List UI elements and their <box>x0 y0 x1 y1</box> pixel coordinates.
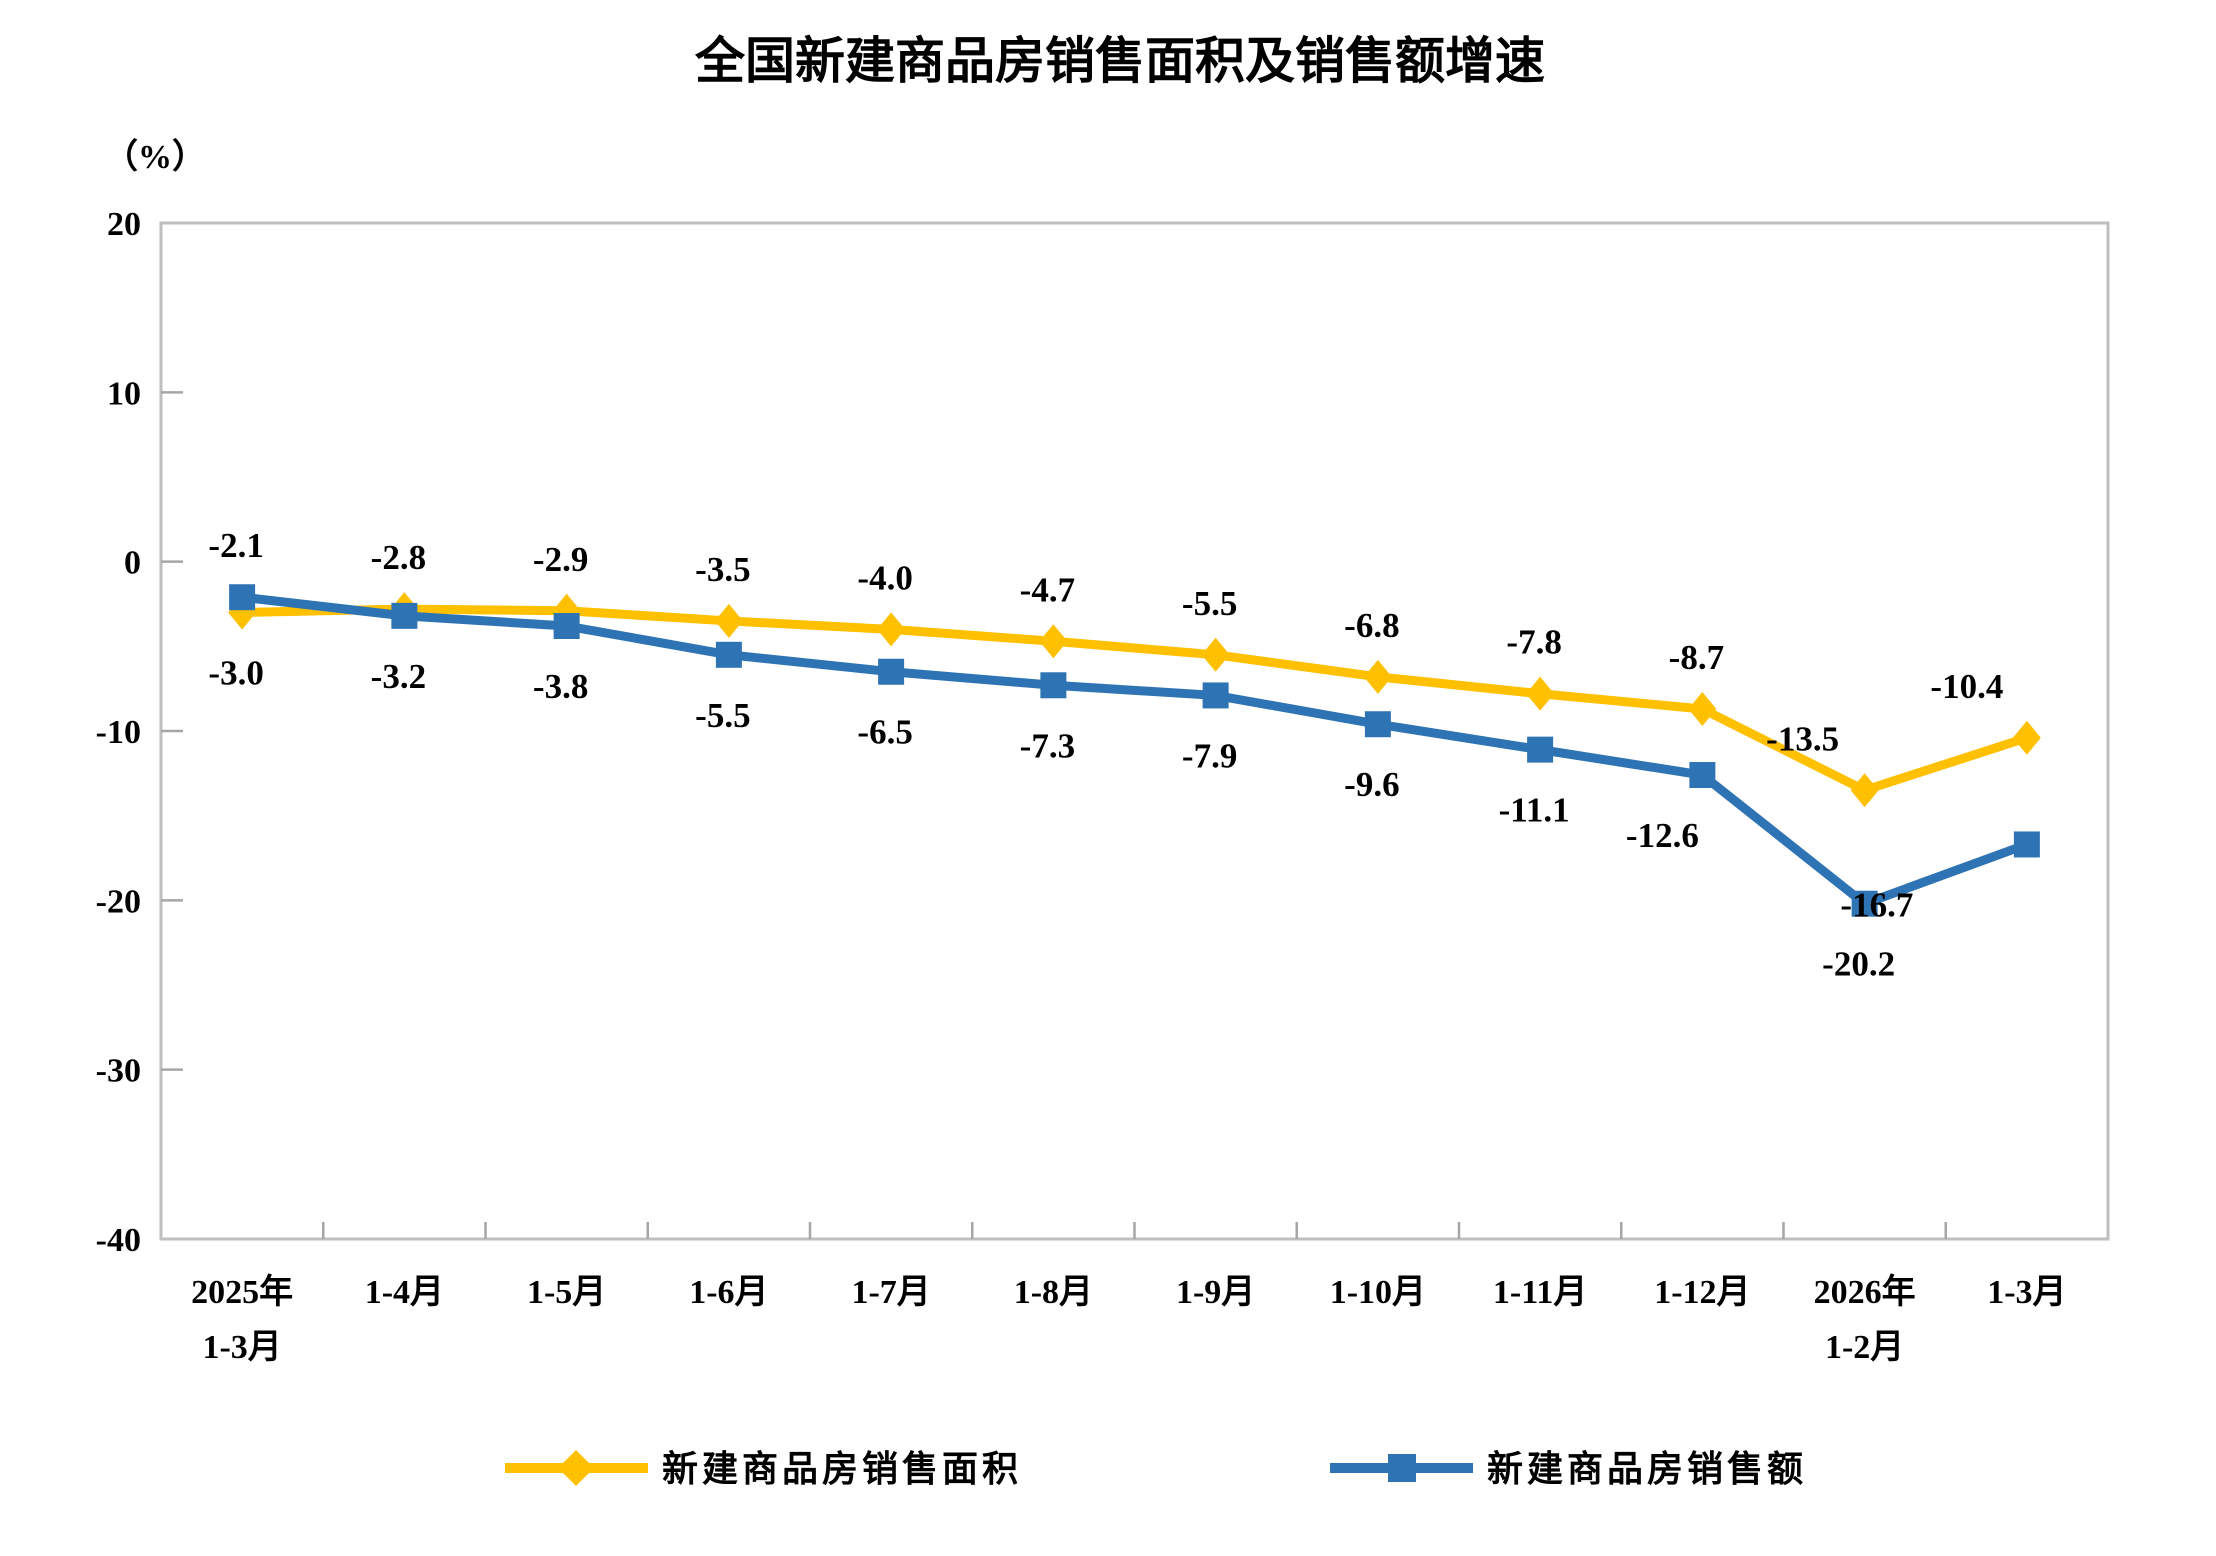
y-axis-labels: 20 10 0 -10 -20 -30 -40 <box>96 206 141 1259</box>
data-point-square <box>1202 682 1229 709</box>
data-label: -13.5 <box>1766 719 1839 758</box>
x-category-label: 1-12月 <box>1654 1274 1750 1311</box>
data-label: -6.5 <box>857 713 912 752</box>
y-tick-label: 20 <box>107 206 141 243</box>
y-tick-label: -30 <box>96 1053 141 1090</box>
x-category-label: 2026年 1-2月 <box>1814 1273 1916 1366</box>
y-tick-label: 10 <box>107 375 141 412</box>
y-tick-label: 0 <box>124 545 141 582</box>
data-label: -10.4 <box>1930 667 2003 706</box>
data-label: -7.3 <box>1020 726 1075 765</box>
x-category-label: 2025年 1-3月 <box>191 1273 293 1366</box>
data-label: -2.8 <box>371 538 426 577</box>
x-category-label: 1-7月 <box>851 1274 930 1311</box>
series-line-sales-amount <box>241 592 2029 909</box>
data-point-diamond <box>1526 676 1555 711</box>
data-point-diamond <box>877 612 906 647</box>
data-label: -3.5 <box>695 550 750 589</box>
x-category-label: 1-11月 <box>1493 1274 1587 1311</box>
x-category-label: 1-4月 <box>365 1274 444 1311</box>
data-point-diamond <box>2012 720 2041 755</box>
data-point-diamond <box>1688 691 1717 726</box>
square-icon <box>1388 1454 1416 1482</box>
data-label: -9.6 <box>1344 765 1399 804</box>
x-axis-labels: 2025年 1-3月 1-4月 1-5月 1-6月 1-7月 1-8月 1-9月 1-10月 1-… <box>191 1273 2066 1366</box>
y-axis-unit-label: （%） <box>104 137 206 176</box>
data-label: -16.7 <box>1840 885 1913 924</box>
y-tick-label: -40 <box>96 1222 141 1259</box>
x-axis-ticks <box>322 1222 1947 1239</box>
data-label: -7.8 <box>1506 623 1561 662</box>
series-line-sales-area <box>242 604 2029 795</box>
data-label: -6.8 <box>1344 606 1399 645</box>
x-category-label: 1-8月 <box>1014 1274 1093 1311</box>
data-label: -4.7 <box>1020 570 1075 609</box>
legend-label-sales-amount: 新建商品房销售额 <box>1487 1449 1807 1489</box>
series-lines <box>241 592 2029 909</box>
data-point-square <box>878 658 905 685</box>
y-tick-label: -20 <box>96 883 141 920</box>
data-label: -7.9 <box>1182 736 1237 775</box>
data-label: -3.8 <box>533 667 588 706</box>
data-point-diamond <box>714 603 743 638</box>
x-category-label: 1-6月 <box>689 1274 768 1311</box>
diamond-icon <box>558 1450 594 1486</box>
data-point-square <box>1364 711 1391 738</box>
data-label: -2.9 <box>533 540 588 579</box>
data-point-square <box>715 641 742 668</box>
data-point-square <box>2013 831 2040 858</box>
legend-item-sales-amount: 新建商品房销售额 <box>1330 1449 1807 1489</box>
data-point-square <box>229 584 256 611</box>
x-category-label: 1-3月 <box>1987 1274 2066 1311</box>
data-point-diamond <box>1850 773 1879 808</box>
legend-item-sales-area: 新建商品房销售面积 <box>505 1449 1022 1489</box>
legend: 新建商品房销售面积 新建商品房销售额 <box>505 1449 1807 1489</box>
legend-label-sales-area: 新建商品房销售面积 <box>662 1449 1022 1489</box>
y-axis-ticks <box>161 391 183 1071</box>
data-label: -4.0 <box>857 558 912 597</box>
data-point-square <box>391 602 418 629</box>
data-label: -3.0 <box>208 653 263 692</box>
chart-title: 全国新建商品房销售面积及销售额增速 <box>694 33 1545 89</box>
data-point-square <box>1689 762 1716 789</box>
data-label: -3.2 <box>371 657 426 696</box>
data-label: -12.6 <box>1626 816 1699 855</box>
data-point-diamond <box>1201 637 1230 672</box>
x-category-label: 1-5月 <box>527 1274 606 1311</box>
data-point-square <box>1527 736 1554 763</box>
data-label: -8.7 <box>1669 638 1724 677</box>
data-point-diamond <box>1039 624 1068 659</box>
data-point-square <box>553 613 580 640</box>
data-label: -5.5 <box>1182 584 1237 623</box>
data-point-square <box>1040 672 1067 699</box>
x-category-label: 1-9月 <box>1176 1274 1255 1311</box>
data-point-square <box>1851 890 1878 917</box>
series-markers <box>228 584 2041 917</box>
data-label: -5.5 <box>695 696 750 735</box>
data-label: -2.1 <box>208 526 263 565</box>
data-point-diamond <box>1363 659 1392 694</box>
x-category-label: 1-10月 <box>1330 1274 1426 1311</box>
y-tick-label: -10 <box>96 714 141 751</box>
data-label: -20.2 <box>1822 945 1895 984</box>
data-labels: -3.0 -2.8 -2.9 -3.5 -4.0 -4.7 -5.5 -6.8 -7.8 -8.7… <box>208 526 2003 983</box>
data-label: -11.1 <box>1499 791 1570 830</box>
